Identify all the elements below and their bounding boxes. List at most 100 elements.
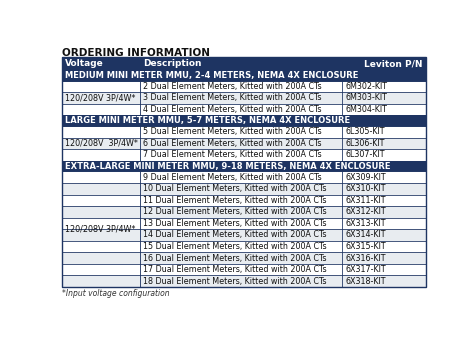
Text: Leviton P/N: Leviton P/N xyxy=(365,59,423,68)
Bar xyxy=(62,92,426,104)
Bar xyxy=(62,171,426,183)
Text: 6X312-KIT: 6X312-KIT xyxy=(345,207,386,216)
Bar xyxy=(62,241,140,252)
Bar xyxy=(62,275,140,287)
Text: 11 Dual Element Meters, Kitted with 200A CTs: 11 Dual Element Meters, Kitted with 200A… xyxy=(143,196,327,205)
Bar xyxy=(62,137,426,149)
Text: 6L307-KIT: 6L307-KIT xyxy=(345,150,385,159)
Bar xyxy=(62,137,426,149)
Text: 6 Dual Element Meters, Kitted with 200A CTs: 6 Dual Element Meters, Kitted with 200A … xyxy=(143,139,322,148)
Text: 6X315-KIT: 6X315-KIT xyxy=(345,242,386,251)
Bar xyxy=(62,115,426,126)
Bar xyxy=(62,70,426,81)
Bar xyxy=(62,161,426,171)
Bar xyxy=(62,241,426,252)
Bar xyxy=(62,137,140,149)
Text: 6M304-KIT: 6M304-KIT xyxy=(345,105,387,114)
Bar xyxy=(62,264,426,275)
Text: 10 Dual Element Meters, Kitted with 200A CTs: 10 Dual Element Meters, Kitted with 200A… xyxy=(143,184,327,193)
Bar xyxy=(62,183,426,195)
Text: ORDERING INFORMATION: ORDERING INFORMATION xyxy=(62,48,210,58)
Bar xyxy=(62,81,426,92)
Text: 6X316-KIT: 6X316-KIT xyxy=(345,253,386,262)
Text: Description: Description xyxy=(143,59,202,68)
Bar xyxy=(342,81,426,115)
Bar xyxy=(62,104,426,115)
Text: 14 Dual Element Meters, Kitted with 200A CTs: 14 Dual Element Meters, Kitted with 200A… xyxy=(143,231,327,240)
Text: 16 Dual Element Meters, Kitted with 200A CTs: 16 Dual Element Meters, Kitted with 200A… xyxy=(143,253,327,262)
Text: 6X313-KIT: 6X313-KIT xyxy=(345,219,386,228)
Bar xyxy=(62,195,426,206)
Bar xyxy=(62,126,140,161)
Text: 6L306-KIT: 6L306-KIT xyxy=(345,139,384,148)
Bar xyxy=(62,70,426,81)
Bar xyxy=(62,171,140,183)
Bar xyxy=(62,81,140,92)
Bar xyxy=(140,126,342,161)
Text: 6M302-KIT: 6M302-KIT xyxy=(345,82,387,91)
Bar xyxy=(62,81,140,115)
Bar xyxy=(62,241,426,252)
Text: 6X310-KIT: 6X310-KIT xyxy=(345,184,386,193)
Bar xyxy=(62,195,140,206)
Bar xyxy=(62,57,426,70)
Text: 13 Dual Element Meters, Kitted with 200A CTs: 13 Dual Element Meters, Kitted with 200A… xyxy=(143,219,327,228)
Bar xyxy=(62,149,140,161)
Text: 6X309-KIT: 6X309-KIT xyxy=(345,173,386,182)
Bar xyxy=(62,229,426,241)
Text: 6X317-KIT: 6X317-KIT xyxy=(345,265,386,274)
Text: 9 Dual Element Meters, Kitted with 200A CTs: 9 Dual Element Meters, Kitted with 200A … xyxy=(143,173,322,182)
Bar xyxy=(62,264,426,275)
Text: 5 Dual Element Meters, Kitted with 200A CTs: 5 Dual Element Meters, Kitted with 200A … xyxy=(143,127,322,136)
Text: 12 Dual Element Meters, Kitted with 200A CTs: 12 Dual Element Meters, Kitted with 200A… xyxy=(143,207,327,216)
Bar xyxy=(62,275,426,287)
Bar xyxy=(62,81,426,92)
Bar xyxy=(342,171,426,287)
Bar xyxy=(62,218,426,229)
Text: 6L305-KIT: 6L305-KIT xyxy=(345,127,385,136)
Text: EXTRA-LARGE MINI METER MMU, 9-18 METERS, NEMA 4X ENCLOSURE: EXTRA-LARGE MINI METER MMU, 9-18 METERS,… xyxy=(65,161,391,171)
Text: 120/208V 3P/4W*: 120/208V 3P/4W* xyxy=(65,225,136,234)
Text: 6M303-KIT: 6M303-KIT xyxy=(345,94,387,102)
Bar xyxy=(62,206,426,218)
Text: 18 Dual Element Meters, Kitted with 200A CTs: 18 Dual Element Meters, Kitted with 200A… xyxy=(143,277,327,286)
Bar xyxy=(62,149,426,161)
Bar xyxy=(62,57,426,70)
Bar xyxy=(140,171,342,287)
Bar xyxy=(62,218,426,229)
Bar xyxy=(62,92,140,104)
Text: 6X318-KIT: 6X318-KIT xyxy=(345,277,386,286)
Text: 4 Dual Element Meters, Kitted with 200A CTs: 4 Dual Element Meters, Kitted with 200A … xyxy=(143,105,322,114)
Bar xyxy=(62,275,426,287)
Bar xyxy=(62,171,426,183)
Text: Voltage: Voltage xyxy=(65,59,104,68)
Bar xyxy=(62,206,426,218)
Text: 2 Dual Element Meters, Kitted with 200A CTs: 2 Dual Element Meters, Kitted with 200A … xyxy=(143,82,322,91)
Bar xyxy=(62,115,426,126)
Bar xyxy=(62,252,426,264)
Bar xyxy=(62,161,426,171)
Bar xyxy=(62,264,140,275)
Bar xyxy=(62,171,140,287)
Bar xyxy=(62,92,426,104)
Bar xyxy=(62,183,140,195)
Bar xyxy=(62,104,140,115)
Bar xyxy=(62,229,426,241)
Text: 120/208V  3P/4W*: 120/208V 3P/4W* xyxy=(65,139,138,148)
Bar xyxy=(62,149,426,161)
Bar xyxy=(342,126,426,161)
Bar xyxy=(140,81,342,115)
Text: MEDIUM MINI METER MMU, 2-4 METERS, NEMA 4X ENCLOSURE: MEDIUM MINI METER MMU, 2-4 METERS, NEMA … xyxy=(65,71,358,80)
Text: LARGE MINI METER MMU, 5-7 METERS, NEMA 4X ENCLOSURE: LARGE MINI METER MMU, 5-7 METERS, NEMA 4… xyxy=(65,116,350,125)
Bar xyxy=(62,183,426,195)
Bar xyxy=(62,126,426,137)
Text: 120/208V 3P/4W*: 120/208V 3P/4W* xyxy=(65,94,136,102)
Bar xyxy=(62,195,426,206)
Text: 7 Dual Element Meters, Kitted with 200A CTs: 7 Dual Element Meters, Kitted with 200A … xyxy=(143,150,322,159)
Bar xyxy=(62,57,426,287)
Bar xyxy=(62,104,426,115)
Bar xyxy=(62,252,426,264)
Text: 15 Dual Element Meters, Kitted with 200A CTs: 15 Dual Element Meters, Kitted with 200A… xyxy=(143,242,327,251)
Text: 3 Dual Element Meters, Kitted with 200A CTs: 3 Dual Element Meters, Kitted with 200A … xyxy=(143,94,322,102)
Bar xyxy=(62,126,140,161)
